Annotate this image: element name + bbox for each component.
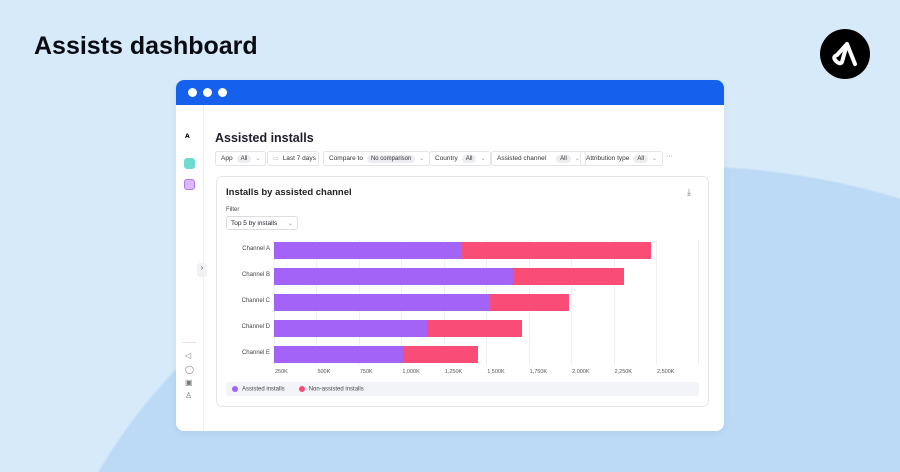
filter-value: All <box>461 154 477 163</box>
more-options-button[interactable]: ··· <box>666 153 673 160</box>
gridline <box>571 240 573 365</box>
chevron-down-icon: ⌄ <box>287 221 293 227</box>
category-label: Channel A <box>242 246 270 252</box>
legend-swatch <box>298 385 305 392</box>
legend-label: Assisted installs <box>242 386 285 393</box>
app-page-title: Assisted installs <box>215 131 314 145</box>
filter-label: Country <box>435 155 458 162</box>
filter-date[interactable]: ▭ Last 7 days <box>267 151 319 166</box>
brand-logo <box>820 29 870 79</box>
filter-compare[interactable]: Compare to No comparison ⌄ <box>323 151 431 166</box>
category-label: Channel D <box>241 324 270 330</box>
filter-assisted-channel[interactable]: Assisted channel All ⌄ <box>491 151 586 166</box>
report-icon[interactable] <box>184 179 195 190</box>
x-tick-label: 500K <box>317 369 331 375</box>
legend-item-non-assisted[interactable]: Non-assisted installs <box>298 385 364 393</box>
category-label: Channel B <box>241 272 270 278</box>
chevron-down-icon: ⌄ <box>480 156 486 162</box>
select-value: Top 5 by installs <box>231 220 278 227</box>
filter-label: Compare to <box>329 155 363 162</box>
calendar-icon: ▭ <box>273 156 279 162</box>
filter-value: All <box>556 154 571 163</box>
top-filter-select[interactable]: Top 5 by installs ⌄ <box>226 216 298 230</box>
x-tick-label: 250K <box>275 369 288 375</box>
chevron-down-icon: ⌄ <box>652 156 658 162</box>
user-icon[interactable]: ♙ <box>185 391 193 400</box>
bar-non-assisted[interactable] <box>462 241 651 259</box>
window-dot <box>188 88 197 97</box>
legend-swatch <box>232 385 238 392</box>
bar-non-assisted[interactable] <box>426 319 522 337</box>
x-tick-label: 1,500K <box>487 369 505 375</box>
x-tick-label: 1,750K <box>529 369 548 375</box>
bar-non-assisted[interactable] <box>403 345 478 363</box>
chart-legend: Assisted installs Non-assisted installs <box>226 382 699 396</box>
category-label: Channel E <box>241 350 270 356</box>
download-icon[interactable]: ⤓ <box>687 187 691 197</box>
filter-label: Assisted channel <box>497 155 547 162</box>
bar-assisted[interactable] <box>274 293 490 311</box>
page-title: Assists dashboard <box>34 32 258 60</box>
filter-label: Last 7 days <box>282 155 316 162</box>
bar-assisted[interactable] <box>274 319 427 337</box>
filter-label: Filter <box>226 207 240 213</box>
bar-assisted[interactable] <box>274 267 514 285</box>
sidebar-toggle[interactable]: › <box>197 263 207 277</box>
filter-app[interactable]: App All ⌄ <box>215 151 267 166</box>
legend-label: Non-assisted installs <box>308 386 364 393</box>
gridline <box>698 240 700 365</box>
sidebar: ᴀ › ◁ ◯ ▣ ♙ <box>176 105 207 431</box>
chevron-down-icon: ⌄ <box>574 156 580 162</box>
x-tick-label: 2,250K <box>614 369 632 375</box>
legend-item-assisted[interactable]: Assisted installs <box>232 385 285 393</box>
window-dot <box>203 88 212 97</box>
help-icon[interactable]: ◯ <box>185 365 194 374</box>
x-tick-label: 750K <box>359 369 373 375</box>
app-logo-icon: ᴀ <box>185 131 190 140</box>
filter-value: All <box>633 154 649 163</box>
window-dot <box>218 88 227 97</box>
window-titlebar <box>176 80 724 105</box>
chevron-down-icon: ⌄ <box>419 156 425 162</box>
x-tick-label: 2,500K <box>657 369 675 375</box>
filter-value: No comparison <box>366 154 416 163</box>
x-tick-label: 1,250K <box>444 369 463 375</box>
bar-assisted[interactable] <box>274 345 404 363</box>
filter-attribution-type[interactable]: Attribution type All ⌄ <box>580 151 664 166</box>
category-label: Channel C <box>241 298 270 304</box>
x-tick-label: 1,000K <box>402 369 420 375</box>
megaphone-icon[interactable]: ◁ <box>185 351 192 360</box>
filter-label: App <box>221 155 233 162</box>
filter-value: All <box>236 154 252 163</box>
chevron-down-icon: ⌄ <box>255 156 261 162</box>
card-title: Installs by assisted channel <box>226 187 352 198</box>
filter-label: Attribution type <box>586 155 630 162</box>
logout-icon[interactable]: ▣ <box>185 378 193 387</box>
chart-card <box>216 176 709 407</box>
bar-non-assisted[interactable] <box>513 267 624 285</box>
gridline <box>656 240 657 365</box>
bar-non-assisted[interactable] <box>489 293 570 311</box>
bar-assisted[interactable] <box>274 241 463 259</box>
divider <box>182 342 196 343</box>
gridline <box>613 240 615 365</box>
filter-country[interactable]: Country All ⌄ <box>429 151 492 166</box>
x-tick-label: 2,000K <box>572 369 590 375</box>
chart-icon[interactable] <box>184 158 195 169</box>
